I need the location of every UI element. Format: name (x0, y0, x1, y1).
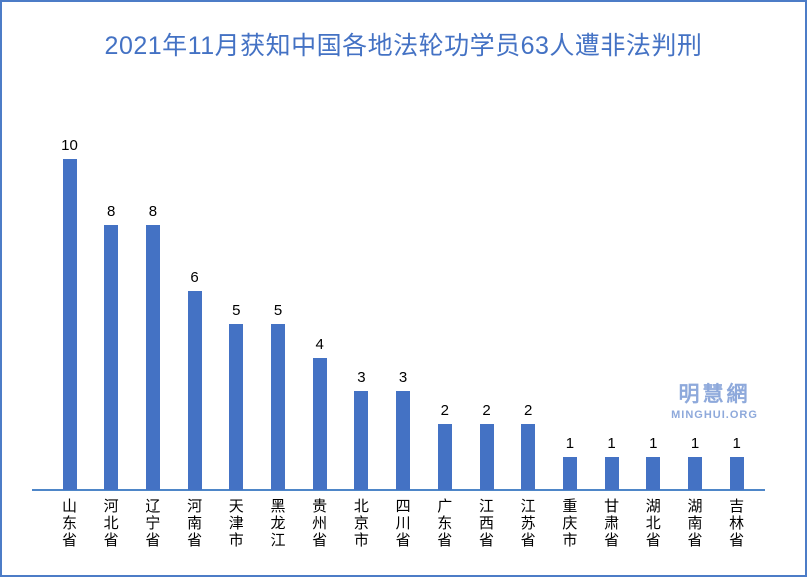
bar (521, 424, 536, 490)
bar (145, 225, 160, 490)
category-label: 四川省 (395, 499, 411, 549)
bar-value-label: 6 (190, 269, 199, 286)
category-label: 吉林省 (729, 499, 745, 549)
bar-value-label: 3 (357, 369, 366, 386)
bar-value-label: 10 (61, 137, 78, 154)
category-label: 湖北省 (645, 499, 661, 549)
bar (312, 358, 327, 490)
x-axis-line (32, 489, 765, 491)
bar (62, 159, 77, 490)
bar-value-label: 1 (565, 435, 575, 452)
minghui-watermark: 明慧網 MINGHUI.ORG (647, 383, 782, 421)
category-label: 辽宁省 (145, 499, 161, 549)
bar (437, 424, 452, 490)
category-label: 重庆市 (562, 499, 578, 549)
bar (104, 225, 119, 490)
bar-value-label: 3 (398, 369, 408, 386)
bar-value-label: 2 (524, 402, 533, 419)
bar-value-label: 1 (649, 435, 658, 452)
bar-value-label: 1 (607, 435, 616, 452)
bar-value-label: 2 (440, 402, 449, 419)
category-label: 天津市 (228, 499, 244, 549)
bar-value-label: 4 (315, 336, 324, 353)
bar (396, 391, 411, 490)
bar (479, 424, 494, 490)
bar (729, 457, 744, 490)
bar (354, 391, 369, 490)
bar-value-label: 5 (232, 302, 241, 319)
bar-value-label: 8 (148, 203, 158, 220)
category-label: 山东省 (61, 499, 77, 549)
bar (229, 324, 244, 490)
bar (562, 457, 577, 490)
category-label: 黑龙江 (270, 499, 286, 549)
bar (604, 457, 619, 490)
bar-value-label: 2 (482, 402, 491, 419)
category-label: 贵州省 (312, 499, 328, 549)
bar (271, 324, 285, 490)
bar (688, 457, 702, 490)
bar-value-label: 5 (273, 302, 283, 319)
category-label: 河南省 (187, 499, 203, 549)
category-label: 北京市 (353, 499, 369, 549)
chart-title: 2021年11月获知中国各地法轮功学员63人遭非法判刑 (104, 32, 703, 60)
bar-value-label: 1 (690, 435, 700, 452)
category-label: 甘肃省 (604, 499, 620, 549)
category-label: 江西省 (478, 499, 494, 549)
bar (187, 291, 202, 490)
bar-value-label: 8 (107, 203, 116, 220)
bar (646, 457, 661, 490)
bar-value-label: 1 (732, 435, 741, 452)
category-label: 广东省 (437, 499, 453, 549)
category-label: 湖南省 (687, 499, 703, 549)
category-label: 江苏省 (520, 499, 536, 549)
minghui-url-text: MINGHUI.ORG (671, 409, 758, 422)
category-label: 河北省 (103, 499, 119, 549)
minghui-logo-text: 明慧網 (678, 383, 751, 406)
